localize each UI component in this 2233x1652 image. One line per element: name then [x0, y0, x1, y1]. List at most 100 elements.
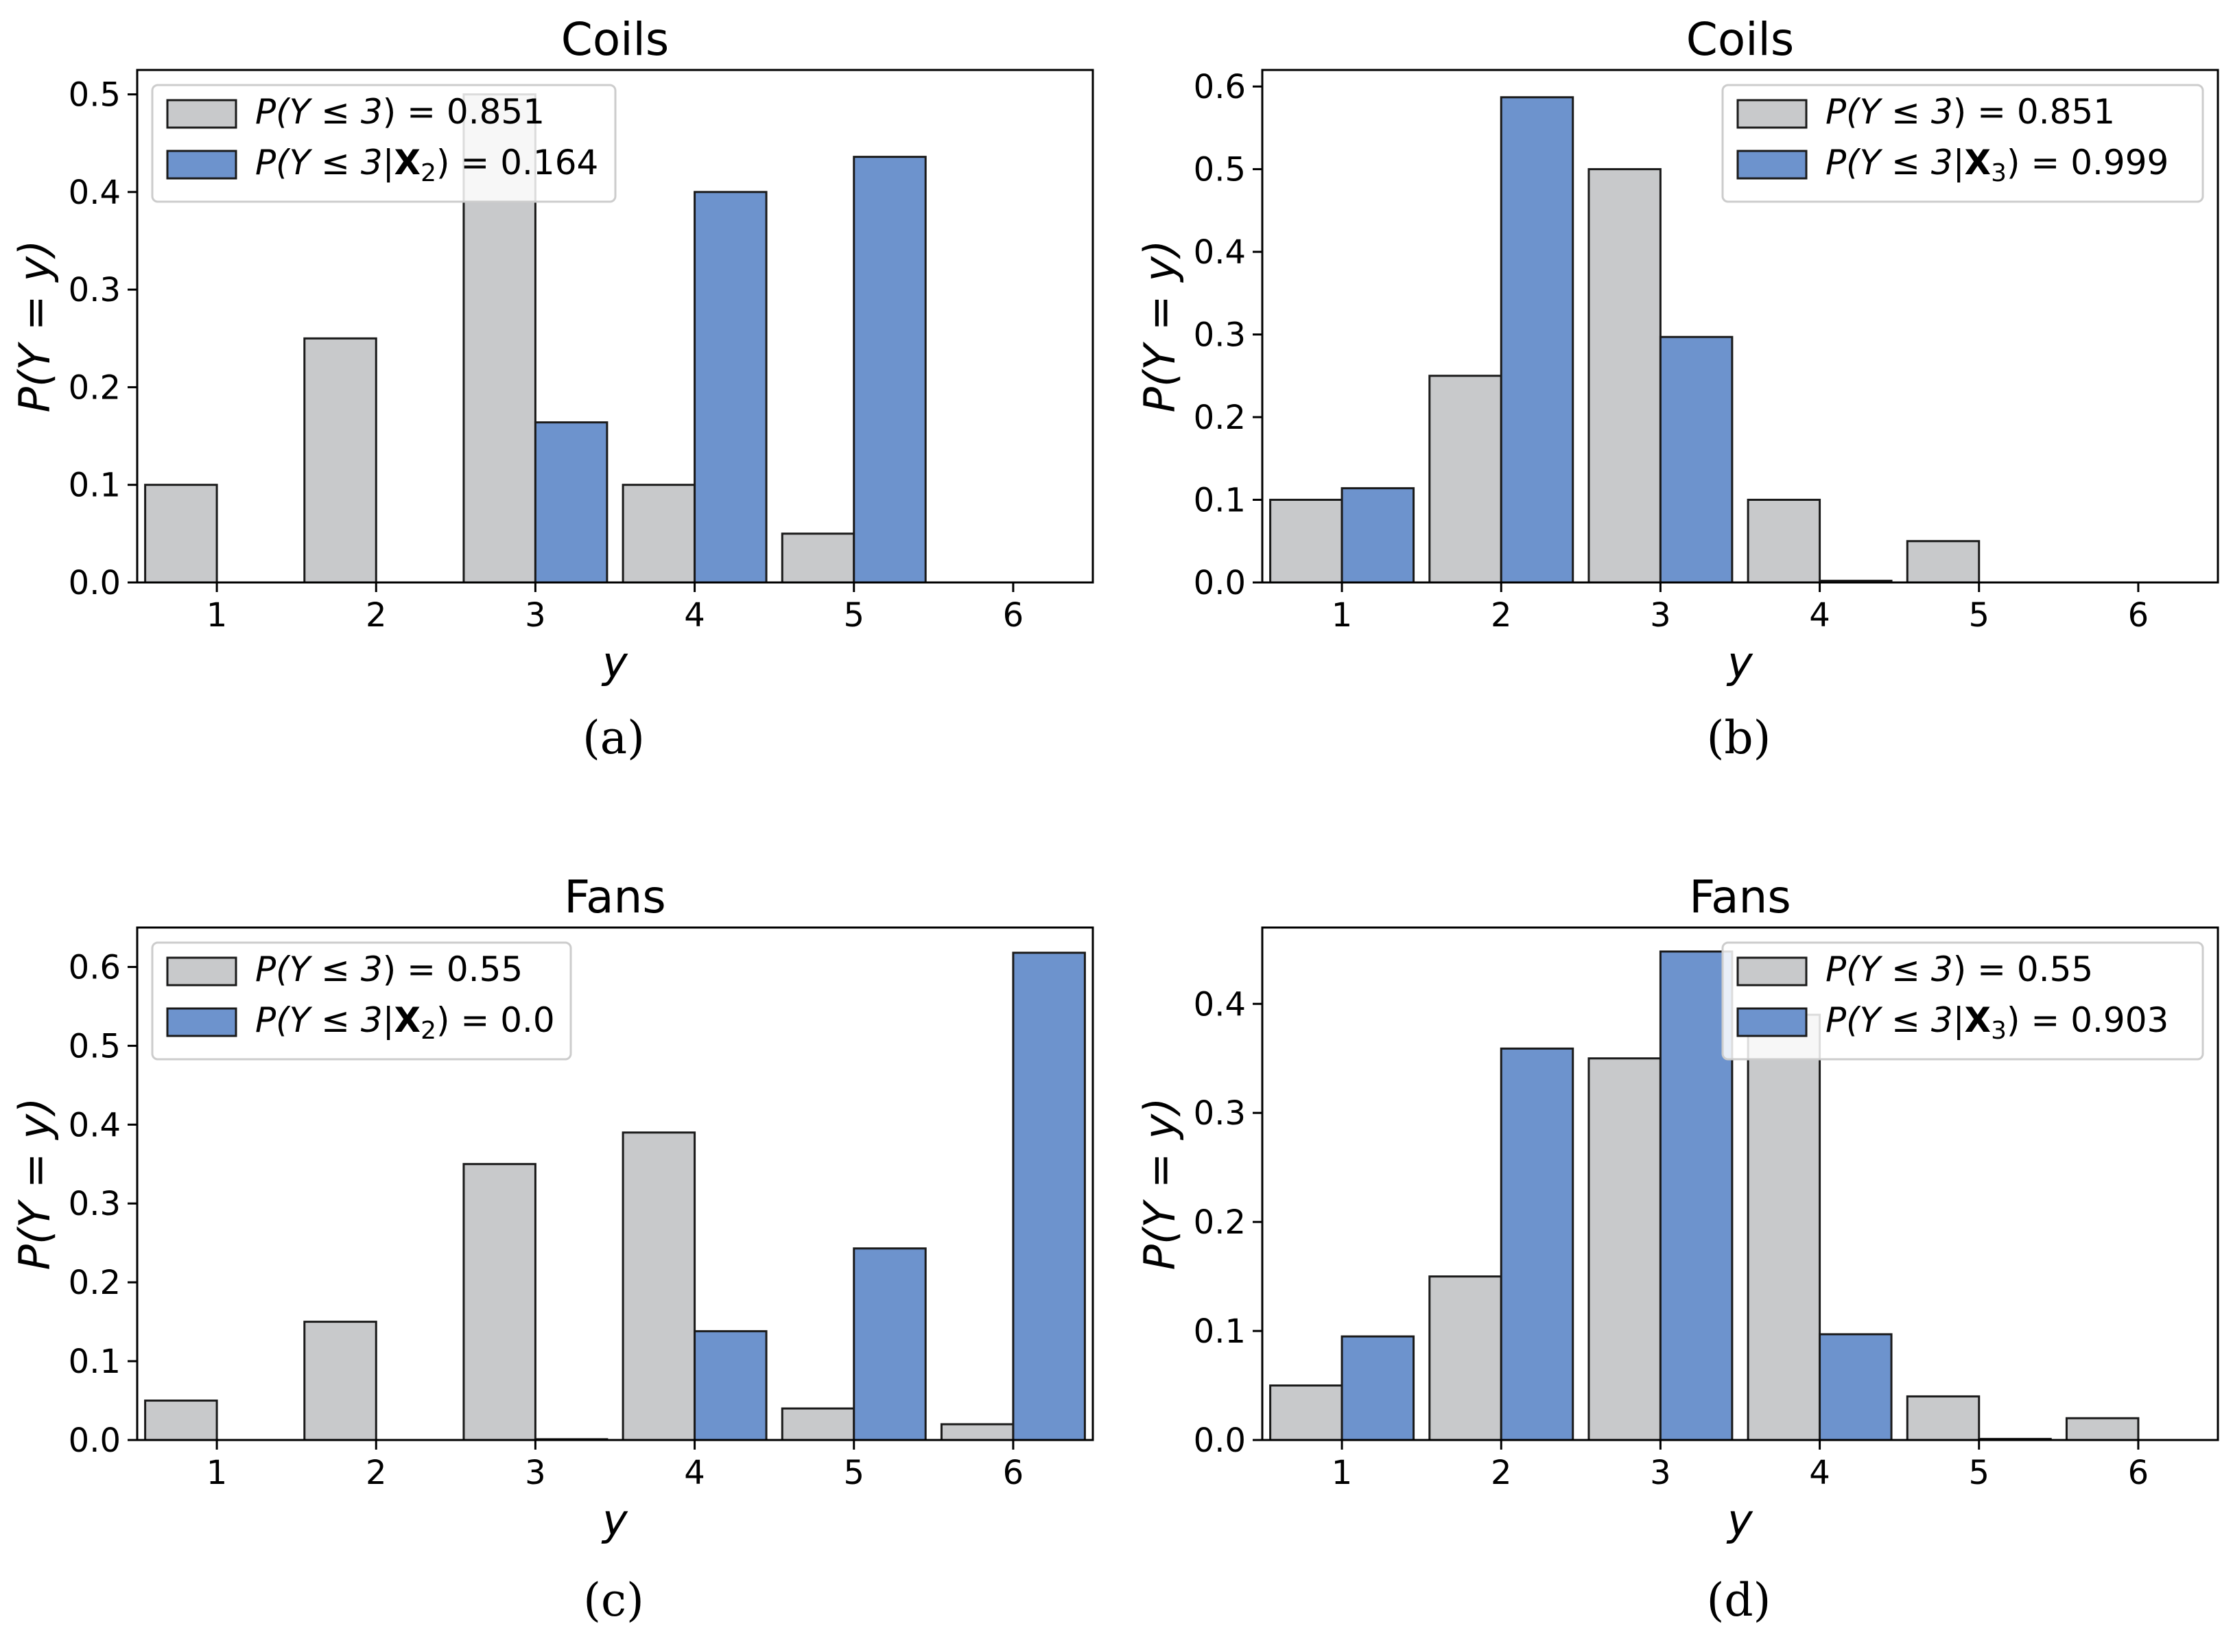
- y-tick-label: 0.4: [1194, 233, 1246, 272]
- plot-frame: [136, 69, 1094, 584]
- legend-text-part: X: [394, 1000, 421, 1040]
- legend-text-part: X: [1965, 143, 1992, 182]
- bar-conditional-6: [1012, 952, 1086, 1441]
- legend-swatch-conditional: [166, 150, 237, 180]
- legend-text-part: 3: [1991, 159, 2007, 187]
- x-tick-label: 5: [843, 1454, 864, 1492]
- legend-text-part: ) = 0.55: [1953, 949, 2094, 989]
- chart-panel-1: Coils 0.0 0.1 0.2 0.3 0.4 0.5 1 2 3 4 5 6 y P(Y = y) P(…: [10, 13, 1094, 764]
- legend-entry: P(Y ≤ 3) = 0.55: [1826, 949, 2093, 989]
- y-tick-label: 0.3: [69, 1185, 121, 1223]
- y-tick-label: 0.1: [1194, 1312, 1246, 1351]
- bar-prior-4: [622, 1131, 696, 1441]
- legend-swatch-prior: [166, 99, 237, 129]
- legend-text-part: P(Y ≤ 3|: [255, 1000, 394, 1040]
- y-tick-label: 0.5: [69, 1027, 121, 1065]
- bar-conditional-2: [1500, 96, 1574, 584]
- x-axis-label: y: [601, 1495, 628, 1545]
- y-tick-label: 0.4: [69, 174, 121, 212]
- legend-text-part: P(Y ≤ 3: [255, 92, 383, 132]
- x-tick-label: 1: [1332, 596, 1353, 635]
- legend-text-part: X: [394, 143, 421, 182]
- chart-title: Fans: [564, 871, 666, 923]
- x-tick-label: 3: [525, 1454, 546, 1492]
- legend-text-part: ) = 0.999: [2007, 143, 2169, 182]
- chart-panel-2: Coils 0.0 0.1 0.2 0.3 0.4 0.5 0.6 1 2 3 4 5 6 y P(Y = y…: [1135, 13, 2219, 764]
- bar-prior-1: [1269, 1384, 1343, 1441]
- y-axis-label: P(Y = y): [10, 240, 60, 413]
- y-tick-label: 0.0: [69, 1421, 121, 1460]
- legend-text-part: 3: [1991, 1017, 2007, 1045]
- bar-prior-2: [1428, 1275, 1502, 1441]
- y-tick-label: 0.0: [69, 564, 121, 602]
- legend-text-part: P(Y ≤ 3|: [1826, 143, 1965, 182]
- legend-text-part: P(Y ≤ 3: [1826, 949, 1953, 989]
- x-tick-label: 6: [1003, 596, 1024, 635]
- y-tick-label: 0.5: [69, 76, 121, 115]
- y-tick-label: 0.2: [69, 1264, 121, 1302]
- bar-conditional-1: [1340, 1335, 1415, 1441]
- x-tick-label: 3: [1650, 1454, 1671, 1492]
- legend-entry: P(Y ≤ 3) = 0.55: [255, 949, 523, 989]
- chart-title: Fans: [1689, 871, 1791, 923]
- x-tick-label: 4: [1809, 596, 1830, 635]
- y-axis-label: P(Y = y): [1135, 240, 1185, 413]
- bar-conditional-3: [1659, 335, 1734, 584]
- bar-prior-2: [303, 337, 377, 584]
- y-axis-label: P(Y = y): [10, 1098, 60, 1271]
- x-tick-label: 6: [2128, 1454, 2149, 1492]
- legend-box: [1721, 941, 2204, 1061]
- bar-conditional-5: [853, 156, 927, 584]
- bar-prior-5: [1906, 1395, 1981, 1441]
- legend: P(Y ≤ 3) = 0.851 P(Y ≤ 3|X2) = 0.164: [151, 84, 617, 203]
- x-tick-label: 2: [1491, 1454, 1512, 1492]
- bar-prior-3: [1587, 1057, 1662, 1441]
- legend-text-part: P(Y ≤ 3: [255, 949, 383, 989]
- bar-conditional-4: [694, 191, 768, 584]
- legend-text-part: ) = 0.0: [436, 1000, 555, 1040]
- bar-conditional-2: [1500, 1047, 1574, 1441]
- x-tick-label: 1: [206, 596, 228, 635]
- legend-box: [1721, 84, 2204, 203]
- panel-caption: (d): [1707, 1574, 1771, 1627]
- x-tick-label: 6: [2128, 596, 2149, 635]
- chart-title: Coils: [1686, 13, 1795, 66]
- legend-entry: P(Y ≤ 3|X2) = 0.164: [255, 143, 598, 187]
- bar-prior-1: [1269, 499, 1343, 584]
- bar-prior-5: [1906, 540, 1981, 584]
- bar-prior-2: [303, 1321, 377, 1441]
- x-axis-label: y: [1726, 637, 1753, 687]
- y-tick-label: 0.1: [69, 467, 121, 505]
- legend-entry: P(Y ≤ 3|X3) = 0.903: [1826, 1000, 2169, 1045]
- legend-text-part: X: [1965, 1000, 1992, 1040]
- x-tick-label: 2: [366, 596, 387, 635]
- y-tick-label: 0.3: [1194, 1094, 1246, 1133]
- bar-prior-1: [144, 484, 218, 584]
- y-tick-label: 0.3: [69, 271, 121, 309]
- plot-frame: [1261, 69, 2219, 584]
- bar-prior-4: [1747, 1013, 1821, 1441]
- y-tick-label: 0.6: [1194, 68, 1246, 106]
- legend-text-part: 2: [421, 1017, 436, 1045]
- legend-box: [151, 941, 572, 1061]
- legend-text-part: P(Y ≤ 3|: [1826, 1000, 1965, 1040]
- legend-text-part: 2: [421, 159, 436, 187]
- legend-text-part: ) = 0.851: [383, 92, 545, 132]
- legend-text-part: ) = 0.851: [1953, 92, 2115, 132]
- x-axis-label: y: [601, 637, 628, 687]
- y-tick-label: 0.2: [1194, 399, 1246, 437]
- y-tick-label: 0.0: [1194, 564, 1246, 602]
- bar-prior-6: [2065, 1417, 2140, 1441]
- panel-caption: (a): [582, 711, 645, 764]
- legend-swatch-conditional: [166, 1007, 237, 1037]
- chart-panel-4: Fans 0.0 0.1 0.2 0.3 0.4 1 2 3 4 5 6 y P(Y = y) P(Y ≤ …: [1135, 871, 2219, 1627]
- legend-entry: P(Y ≤ 3) = 0.851: [1826, 92, 2115, 132]
- x-tick-label: 3: [1650, 596, 1671, 635]
- x-tick-label: 6: [1003, 1454, 1024, 1492]
- x-tick-label: 3: [525, 596, 546, 635]
- legend-text-part: P(Y ≤ 3: [1826, 92, 1953, 132]
- legend-box: [151, 84, 617, 203]
- legend-entry: P(Y ≤ 3|X3) = 0.999: [1826, 143, 2169, 187]
- legend-text-part: ) = 0.903: [2007, 1000, 2169, 1040]
